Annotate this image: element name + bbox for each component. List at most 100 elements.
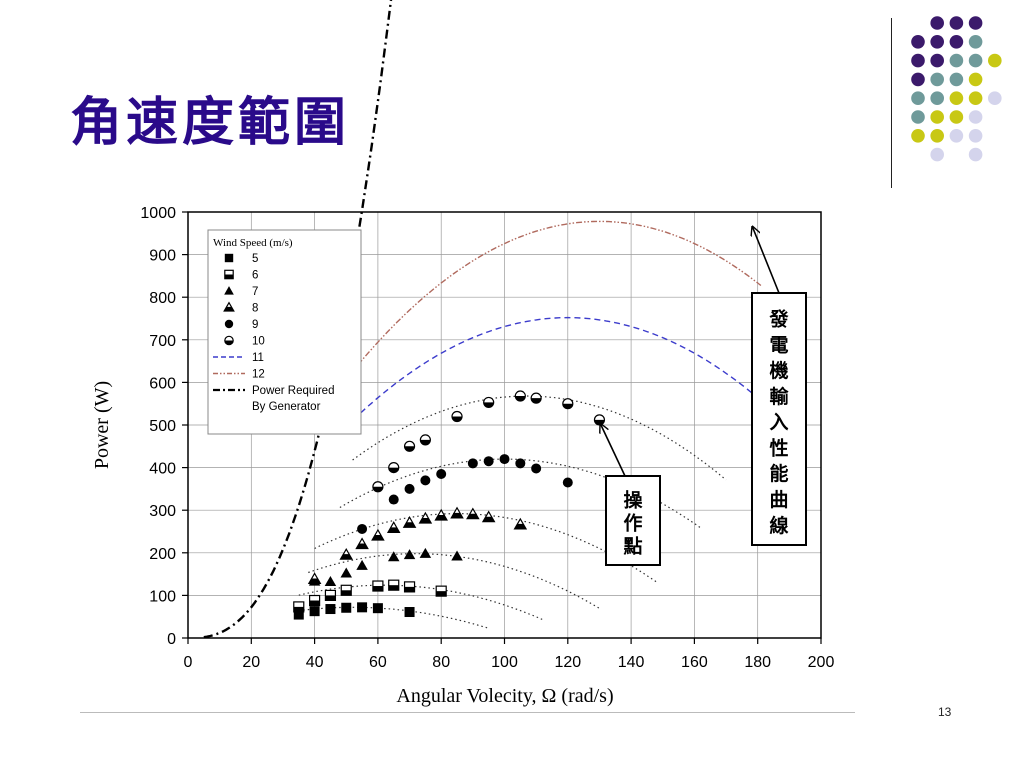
data-point-ws9 [404, 483, 415, 494]
annotation-char: 入 [769, 412, 788, 434]
annotation-char: 輸 [769, 385, 789, 408]
x-tick-label: 120 [554, 654, 581, 671]
legend-label: 5 [252, 253, 258, 265]
legend-box [207, 229, 362, 435]
data-point-ws10 [593, 414, 606, 426]
data-point-ws9 [357, 523, 368, 534]
annotation-box [605, 475, 661, 566]
data-point-ws8 [386, 521, 401, 533]
annotation-char: 發 [768, 308, 789, 331]
marker-triangle-filled [224, 286, 234, 295]
data-point-ws5 [309, 606, 320, 617]
annotation-char: 曲 [769, 489, 788, 511]
slide-title: 角速度範圍 [70, 92, 351, 153]
y-tick-label: 500 [149, 418, 176, 435]
data-point-ws7 [324, 576, 337, 587]
data-point-ws9 [531, 463, 542, 474]
curve-12 [345, 220, 762, 380]
data-point-ws8 [513, 517, 528, 530]
curve-11 [345, 316, 752, 428]
y-tick-label: 800 [149, 290, 176, 307]
x-tick-label: 0 [184, 654, 193, 671]
data-point-ws7 [356, 559, 368, 570]
annotation-char: 操 [623, 489, 643, 512]
annotation-operating-point: 操作點 [600, 424, 661, 566]
data-point-ws6 [324, 589, 337, 602]
data-point-ws10 [514, 390, 526, 402]
fit-curve-6 [298, 584, 543, 621]
data-point-ws10 [530, 392, 542, 404]
legend-title: Wind Speed (m/s) [213, 237, 293, 249]
y-tick-label: 400 [149, 461, 176, 478]
data-point-ws6 [293, 601, 305, 613]
legend-item-9: 9 [224, 319, 258, 331]
x-tick-label: 100 [491, 654, 518, 671]
y-tick-label: 1000 [140, 205, 176, 222]
x-tick-label: 20 [242, 654, 260, 671]
data-point-ws8 [418, 511, 433, 524]
marker-square-half [224, 269, 234, 280]
title-divider [891, 18, 892, 188]
legend-item-power-required-by-generator: Power Required By Generator [213, 385, 334, 413]
legend-label: By Generator [252, 401, 321, 413]
data-point-ws8 [307, 572, 322, 585]
fit-curve-8 [314, 513, 657, 583]
y-tick-label: 0 [167, 631, 176, 648]
annotation-arrow [752, 227, 780, 294]
data-point-ws10 [451, 410, 463, 423]
y-tick-label: 300 [149, 503, 176, 520]
marker-circle-filled [224, 319, 234, 329]
legend-label: 12 [252, 369, 265, 381]
y-tick-label: 700 [149, 333, 176, 350]
data-point-ws10 [419, 434, 431, 446]
marker-triangle-half [223, 301, 235, 312]
data-point-ws8 [466, 507, 480, 520]
data-point-ws5 [293, 609, 304, 620]
x-tick-label: 160 [681, 654, 708, 671]
data-point-ws8 [371, 528, 385, 541]
data-point-ws6 [309, 594, 321, 607]
x-tick-label: 180 [744, 654, 771, 671]
data-point-ws9 [436, 468, 447, 479]
data-point-ws8 [355, 537, 369, 550]
data-point-ws10 [388, 462, 400, 474]
annotation-arrow [600, 424, 626, 477]
annotation-char: 性 [769, 436, 788, 459]
data-point-ws8 [402, 516, 417, 528]
marker-circle-half [224, 335, 234, 346]
annotation-char: 能 [769, 462, 788, 485]
data-point-ws7 [387, 551, 400, 562]
annotation-char: 電 [769, 334, 788, 356]
data-point-ws10 [562, 398, 574, 410]
annotation-char: 點 [622, 535, 642, 558]
annotation-char: 機 [769, 359, 788, 382]
data-point-ws6 [435, 585, 447, 597]
chart-markers [293, 390, 606, 620]
data-point-ws10 [403, 440, 416, 452]
y-tick-label: 900 [149, 248, 176, 265]
fit-curve-7 [308, 553, 600, 609]
data-point-ws8 [339, 547, 354, 560]
legend-item-8: 8 [223, 301, 258, 315]
y-axis-label: Power (W) [91, 381, 113, 469]
data-point-ws8 [450, 506, 464, 519]
data-point-ws5 [357, 602, 368, 613]
data-point-ws7 [403, 549, 416, 560]
data-point-ws6 [340, 584, 352, 596]
x-tick-label: 40 [306, 654, 324, 671]
x-tick-label: 80 [432, 654, 450, 671]
data-point-ws10 [483, 396, 495, 409]
data-point-ws9 [467, 458, 478, 469]
data-point-ws7 [419, 547, 432, 558]
data-point-ws5 [341, 602, 352, 613]
legend-label: 6 [252, 270, 258, 282]
annotation-char: 線 [769, 514, 788, 537]
x-tick-label: 140 [618, 654, 645, 671]
data-point-ws6 [388, 579, 400, 591]
y-tick-label: 200 [149, 546, 176, 563]
legend-item-11: 11 [213, 352, 264, 364]
legend-label: 9 [252, 319, 258, 331]
data-point-ws8 [481, 510, 496, 523]
